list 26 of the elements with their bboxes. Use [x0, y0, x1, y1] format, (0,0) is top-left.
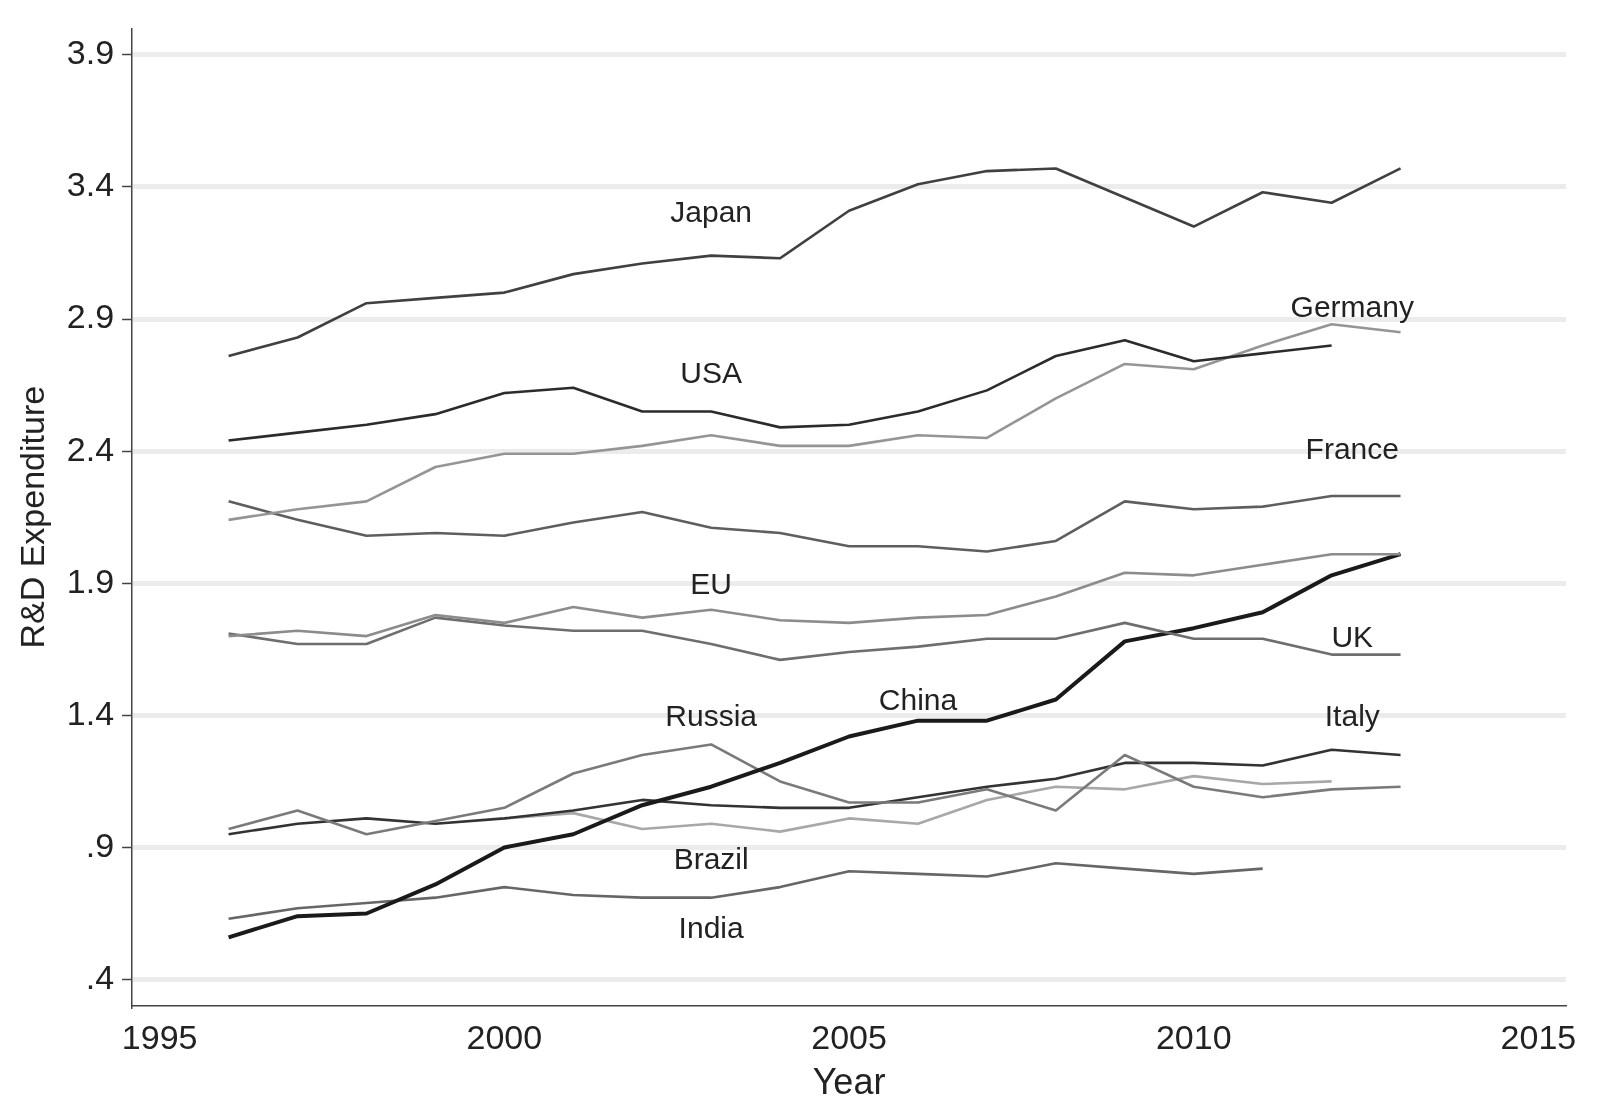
series-label: Brazil [673, 841, 749, 875]
x-tick-label: 2000 [466, 1017, 543, 1056]
x-tick-label: 2015 [1500, 1017, 1577, 1056]
series-label: UK [1331, 620, 1374, 654]
series-label: Italy [1324, 699, 1380, 733]
y-axis-title: R&D Expenditure [12, 385, 51, 649]
y-tick-label: 2.4 [66, 429, 115, 468]
series-label: France [1305, 432, 1399, 466]
series-label: India [678, 910, 744, 944]
series-label: Japan [670, 194, 753, 228]
y-tick-label: 3.4 [66, 165, 115, 204]
series-label: Russia [665, 699, 758, 733]
y-tick-label: 1.4 [66, 693, 115, 732]
y-tick-label: .9 [85, 825, 115, 864]
y-tick-label: 1.9 [66, 561, 115, 600]
y-tick-label: 2.9 [66, 297, 115, 336]
y-tick-label: .4 [85, 957, 115, 996]
x-axis-title: Year [812, 1061, 886, 1103]
x-tick-label: 2010 [1155, 1017, 1232, 1056]
x-tick-label: 2005 [811, 1017, 887, 1056]
series-label: EU [690, 567, 732, 601]
series-label: China [878, 683, 958, 717]
y-tick-label: 3.9 [66, 33, 115, 72]
series-label: USA [680, 355, 742, 389]
series-label: Germany [1290, 289, 1414, 323]
x-tick-label: 1995 [121, 1017, 198, 1056]
